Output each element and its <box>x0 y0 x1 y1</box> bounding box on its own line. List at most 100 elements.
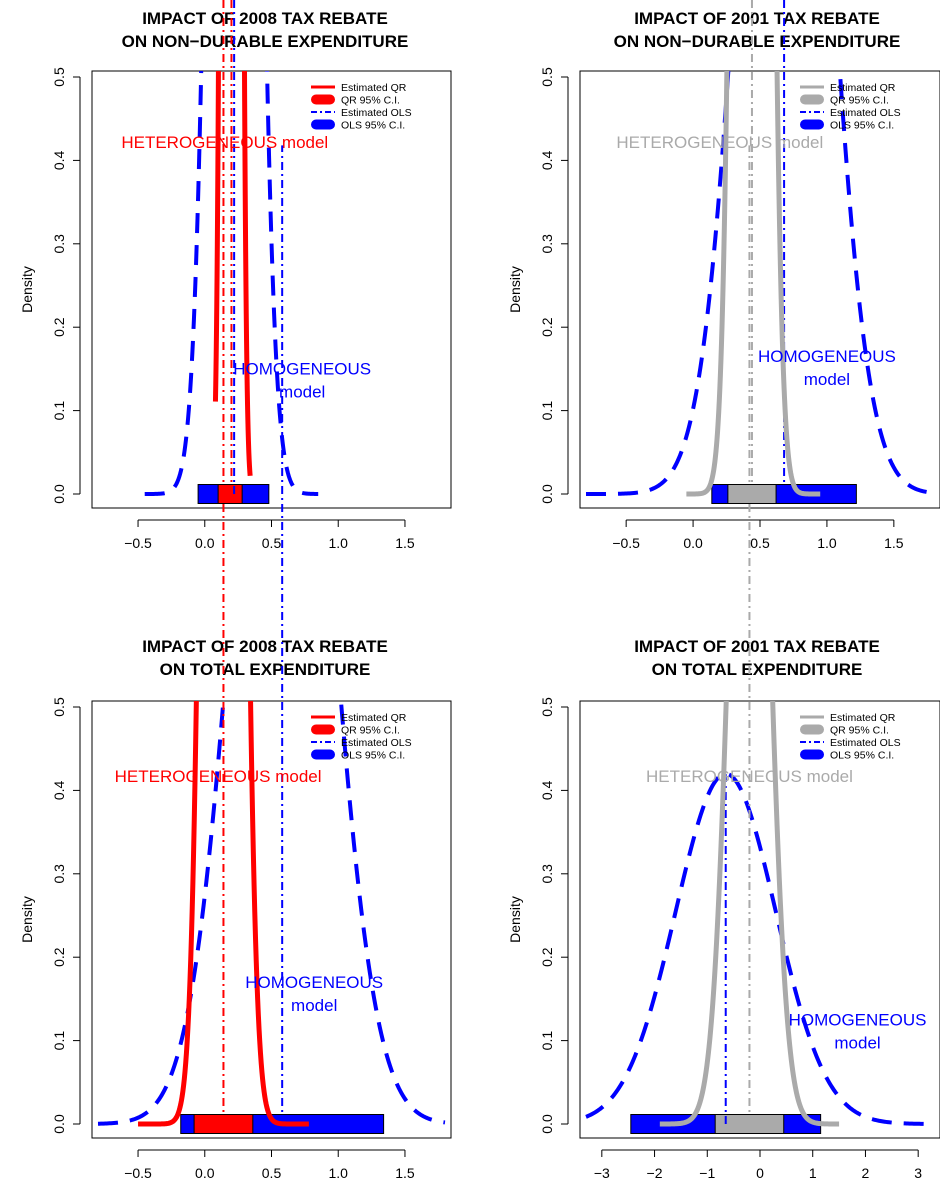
legend-entry: OLS 95% C.I. <box>341 750 405 762</box>
y-tick-label: 0.3 <box>539 234 555 254</box>
annotation-homogeneous-line-1: HOMOGENEOUS <box>245 973 383 992</box>
legend-entry: Estimated QR <box>341 82 407 94</box>
x-tick-label: 1.0 <box>328 1165 348 1181</box>
y-tick-label: 0.5 <box>51 67 67 87</box>
x-tick-label: 1.0 <box>817 535 837 551</box>
annotation-homogeneous-line-2: model <box>279 383 325 402</box>
y-tick-label: 0.0 <box>539 1114 555 1134</box>
x-tick-label: −0.5 <box>612 535 640 551</box>
annotation-heterogeneous: HETEROGENEOUS model <box>115 767 322 786</box>
legend-entry: Estimated OLS <box>341 737 412 749</box>
legend-entry: Estimated QR <box>341 712 407 724</box>
legend-entry: Estimated QR <box>830 712 896 724</box>
x-tick-label: 1.0 <box>328 535 348 551</box>
x-tick-label: 0 <box>756 1165 764 1181</box>
x-tick-label: 0.0 <box>683 535 703 551</box>
x-tick-label: −0.5 <box>124 535 152 551</box>
legend-entry: OLS 95% C.I. <box>341 120 405 132</box>
chart-title-line-2: ON NON−DURABLE EXPENDITURE <box>122 32 409 51</box>
y-tick-label: 0.5 <box>51 697 67 717</box>
chart-panel-2: IMPACT OF 2001 TAX REBATE ON NON−DURABLE … <box>507 0 940 551</box>
y-tick-label: 0.1 <box>51 401 67 421</box>
ols-density-curve <box>97 701 446 1126</box>
x-tick-label: 3 <box>914 1165 922 1181</box>
chart-title-line-1: IMPACT OF 2008 TAX REBATE <box>142 9 388 28</box>
chart-title-line-1: IMPACT OF 2001 TAX REBATE <box>634 9 880 28</box>
y-axis-label: Density <box>507 266 523 313</box>
x-tick-label: 1.5 <box>395 535 415 551</box>
y-tick-label: 0.1 <box>51 1031 67 1051</box>
x-tick-label: 1 <box>809 1165 817 1181</box>
plot-frame <box>579 70 940 509</box>
chart-panel-3: IMPACT OF 2008 TAX REBATE ON TOTAL EXPEND… <box>19 0 452 1181</box>
annotation-homogeneous-line-1: HOMOGENEOUS <box>789 1011 927 1030</box>
x-tick-label: −0.5 <box>124 1165 152 1181</box>
y-axis-label: Density <box>507 896 523 943</box>
y-tick-label: 0.3 <box>51 864 67 884</box>
legend-entry: Estimated OLS <box>830 737 901 749</box>
annotation-homogeneous-line-2: model <box>291 996 337 1015</box>
y-tick-label: 0.2 <box>51 947 67 967</box>
y-axis-label: Density <box>19 896 35 943</box>
x-tick-label: 0.0 <box>195 1165 215 1181</box>
x-tick-label: 0.0 <box>195 535 215 551</box>
plot-frame <box>91 700 452 1139</box>
chart-title-line-2: ON TOTAL EXPENDITURE <box>652 660 863 679</box>
legend-entry: Estimated QR <box>830 82 896 94</box>
plot-frame <box>91 70 452 509</box>
x-tick-label: −1 <box>699 1165 715 1181</box>
chart-panel-1: IMPACT OF 2008 TAX REBATE ON NON−DURABLE … <box>19 0 452 551</box>
y-tick-label: 0.4 <box>539 150 555 170</box>
qr-density-curve <box>138 701 309 1127</box>
legend-entry: Estimated OLS <box>830 107 901 119</box>
annotation-homogeneous-line-2: model <box>834 1034 880 1053</box>
chart-panel-4: IMPACT OF 2001 TAX REBATE ON TOTAL EXPEND… <box>507 145 940 1181</box>
chart-title-line-2: ON TOTAL EXPENDITURE <box>160 660 371 679</box>
chart-title-line-1: IMPACT OF 2001 TAX REBATE <box>634 637 880 656</box>
x-tick-label: −2 <box>647 1165 663 1181</box>
qr-density-curve <box>686 71 821 497</box>
annotation-homogeneous-line-1: HOMOGENEOUS <box>758 347 896 366</box>
y-tick-label: 0.5 <box>539 67 555 87</box>
chart-title-line-2: ON NON−DURABLE EXPENDITURE <box>614 32 901 51</box>
x-tick-label: 1.5 <box>395 1165 415 1181</box>
annotation-homogeneous-line-1: HOMOGENEOUS <box>233 360 371 379</box>
x-tick-label: 0.5 <box>262 1165 282 1181</box>
x-tick-label: 0.5 <box>750 535 770 551</box>
chart-title-line-1: IMPACT OF 2008 TAX REBATE <box>142 637 388 656</box>
x-tick-label: 0.5 <box>262 535 282 551</box>
annotation-heterogeneous: HETEROGENEOUS model <box>616 133 823 152</box>
annotation-homogeneous-line-2: model <box>804 370 850 389</box>
ols-density-curve <box>585 771 935 1126</box>
y-tick-label: 0.1 <box>539 1031 555 1051</box>
legend-entry: OLS 95% C.I. <box>830 120 894 132</box>
ols-density-curve <box>586 71 935 496</box>
y-tick-label: 0.0 <box>539 484 555 504</box>
y-tick-label: 0.0 <box>51 1114 67 1134</box>
legend-entry: QR 95% C.I. <box>830 725 889 737</box>
qr-ci-bar <box>217 484 243 504</box>
legend-entry: QR 95% C.I. <box>830 95 889 107</box>
x-tick-label: −3 <box>594 1165 610 1181</box>
y-tick-label: 0.3 <box>51 234 67 254</box>
x-tick-label: 1.5 <box>884 535 904 551</box>
y-tick-label: 0.0 <box>51 484 67 504</box>
legend-entry: QR 95% C.I. <box>341 95 400 107</box>
legend-entry: OLS 95% C.I. <box>830 750 894 762</box>
y-tick-label: 0.3 <box>539 864 555 884</box>
qr-density-curve <box>659 701 840 1127</box>
y-tick-label: 0.4 <box>51 780 67 800</box>
y-tick-label: 0.2 <box>539 947 555 967</box>
legend-entry: Estimated OLS <box>341 107 412 119</box>
annotation-heterogeneous: HETEROGENEOUS model <box>646 767 853 786</box>
y-tick-label: 0.4 <box>51 150 67 170</box>
y-tick-label: 0.2 <box>51 317 67 337</box>
y-tick-label: 0.4 <box>539 780 555 800</box>
y-tick-label: 0.5 <box>539 697 555 717</box>
y-tick-label: 0.1 <box>539 401 555 421</box>
y-axis-label: Density <box>19 266 35 313</box>
annotation-heterogeneous: HETEROGENEOUS model <box>121 133 328 152</box>
plot-frame <box>579 700 940 1139</box>
x-tick-label: 2 <box>862 1165 870 1181</box>
